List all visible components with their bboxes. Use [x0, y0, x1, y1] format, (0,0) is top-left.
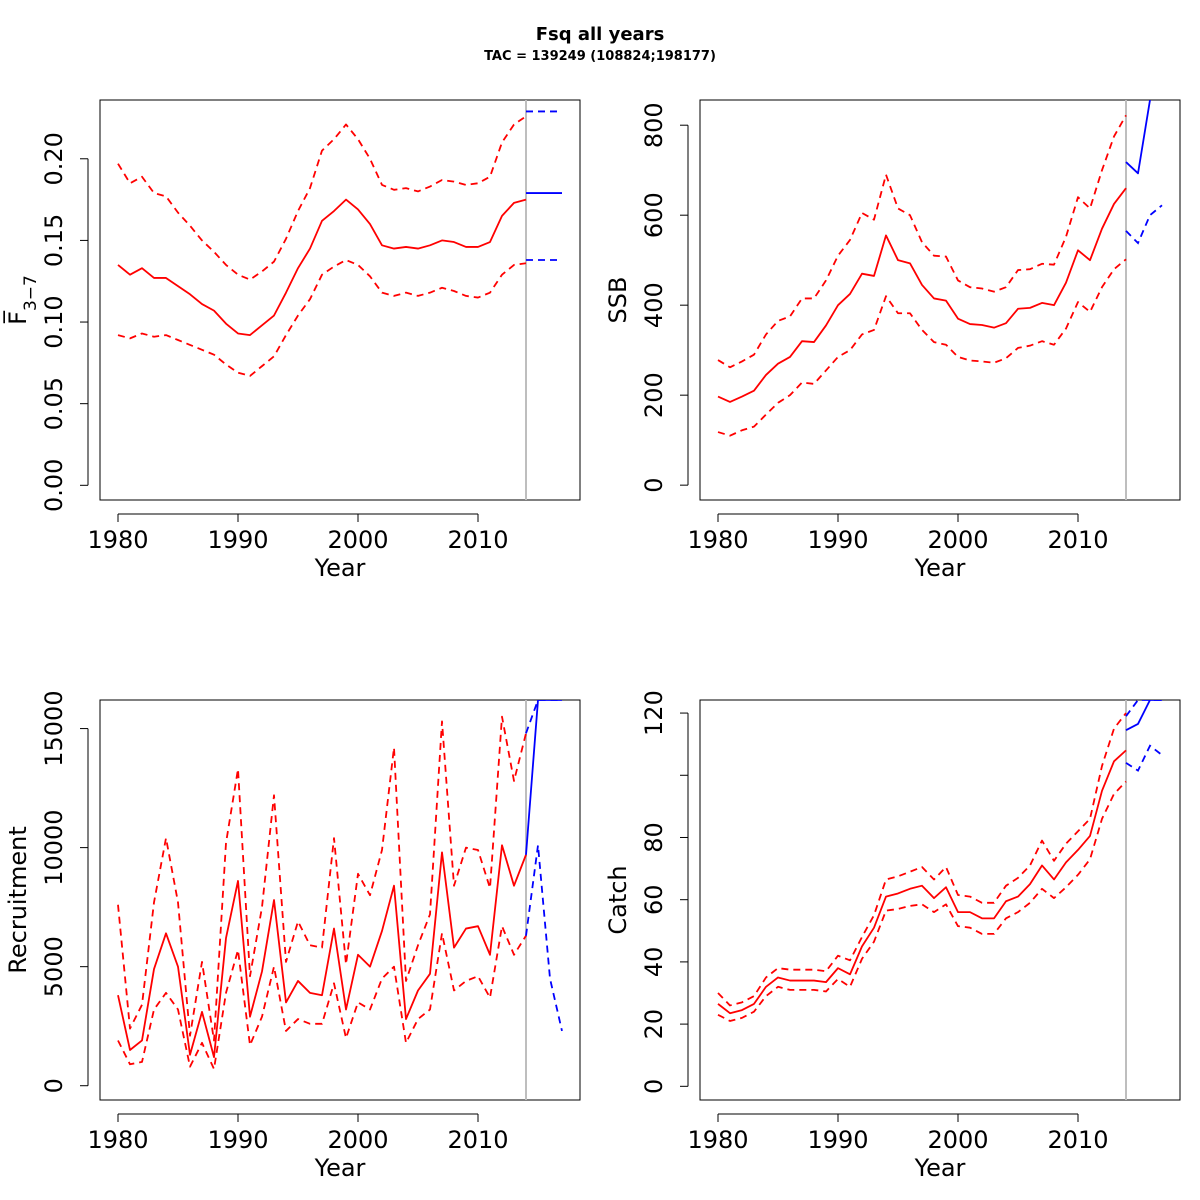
ssb-x-tick-label: 2000: [927, 526, 988, 554]
catch-x-axis-label: Year: [914, 1154, 966, 1182]
recruitment-series-group: [117, 700, 563, 1070]
ssb-y-tick-label: 800: [640, 102, 668, 148]
f-bar-estimate-lower-line: [117, 259, 527, 377]
recruitment-x-tick-label: 2000: [327, 1126, 388, 1154]
recruitment-forecast-lower-line: [525, 845, 563, 1032]
recruitment-estimate-lower-line: [117, 925, 527, 1070]
ssb-series-group: [717, 100, 1163, 437]
catch-y-tick-label: 0: [640, 1079, 668, 1094]
catch-y-tick-label: 20: [640, 1009, 668, 1040]
recruitment-x-axis-label: Year: [314, 1154, 366, 1182]
recruitment-estimate-line: [117, 844, 527, 1059]
recruitment-y-tick-label: 15000: [40, 690, 68, 766]
recruitment-y-tick-label: 5000: [40, 936, 68, 997]
ssb-y-tick-label: 200: [640, 372, 668, 418]
catch-x-tick-label: 2000: [927, 1126, 988, 1154]
catch-y-axis-label: Catch: [604, 865, 632, 934]
ssb-x-tick-label: 2010: [1047, 526, 1108, 554]
recruitment-x-tick-label: 1990: [207, 1126, 268, 1154]
recruitment-forecast-upper-line: [525, 700, 562, 734]
ssb-estimate-upper-line: [717, 114, 1127, 369]
catch-y-tick-label: 120: [640, 690, 668, 736]
catch-plot-frame: [699, 699, 1181, 1101]
catch-series-group: [717, 700, 1163, 1022]
ssb-x-axis-label: Year: [914, 554, 966, 582]
f-bar-y-tick-label: 0.15: [40, 214, 68, 267]
catch-forecast-median-line: [1125, 700, 1162, 731]
f-bar-plot-frame: [99, 99, 581, 501]
catch-forecast-lower-line: [1125, 744, 1163, 772]
figure-title: Fsq all years: [536, 24, 665, 45]
f-bar-y-tick-label: 0.00: [40, 459, 68, 512]
panel-ssb: 1980 1990 2000 2010 0 200 400 600 800 Year SSB: [604, 99, 1181, 582]
catch-estimate-lower-line: [717, 780, 1127, 1022]
recruitment-estimate-upper-line: [117, 715, 527, 1042]
ssb-x-tick-label: 1990: [807, 526, 868, 554]
recruitment-x-tick-label: 1980: [87, 1126, 148, 1154]
f-bar-x-tick-label: 1980: [87, 526, 148, 554]
f-bar-series-group: [117, 110, 562, 377]
f-bar-estimate-upper-line: [117, 115, 527, 281]
ssb-forecast-lower-line: [1125, 204, 1163, 245]
f-bar-y-axis-label-subscript: 3−7: [21, 275, 41, 311]
catch-x-tick-label: 1990: [807, 1126, 868, 1154]
catch-y-tick-label: 80: [640, 822, 668, 853]
recruitment-y-axis-label: Recruitment: [4, 826, 32, 973]
f-bar-x-tick-label: 1990: [207, 526, 268, 554]
panel-catch: 1980 1990 2000 2010 0 20 40 60 80 120 Year Catch: [604, 690, 1181, 1182]
f-bar-y-tick-label: 0.05: [40, 377, 68, 430]
panel-recruitment: 1980 1990 2000 2010 0 5000 10000 15000 Year Recru…: [4, 690, 581, 1182]
ssb-x-tick-label: 1980: [687, 526, 748, 554]
recruitment-y-tick-label: 0: [40, 1078, 68, 1093]
f-bar-x-tick-label: 2000: [327, 526, 388, 554]
recruitment-x-tick-label: 2010: [447, 1126, 508, 1154]
figure-subtitle: TAC = 139249 (108824;198177): [484, 49, 716, 64]
f-bar-x-axis-label: Year: [314, 554, 366, 582]
catch-y-tick-label: 40: [640, 947, 668, 978]
catch-estimate-line: [717, 749, 1127, 1015]
f-bar-y-axis-label: F̅3−7: [3, 275, 41, 325]
f-bar-y-tick-label: 0.10: [40, 295, 68, 348]
f-bar-x-tick-label: 2010: [447, 526, 508, 554]
catch-y-tick-label: 60: [640, 884, 668, 915]
ssb-y-tick-label: 400: [640, 282, 668, 328]
f-bar-y-tick-label: 0.20: [40, 132, 68, 185]
ssb-y-tick-label: 600: [640, 192, 668, 238]
ssb-y-tick-label: 0: [640, 478, 668, 493]
f-bar-estimate-line: [117, 198, 527, 337]
ssb-plot-frame: [699, 99, 1181, 501]
recruitment-y-tick-label: 10000: [40, 809, 68, 885]
catch-x-tick-label: 2010: [1047, 1126, 1108, 1154]
recruitment-plot-frame: [99, 699, 581, 1101]
ssb-estimate-line: [717, 187, 1127, 403]
ssb-y-axis-label: SSB: [604, 277, 632, 324]
panel-f-bar: 1980 1990 2000 2010 0.00 0.05 0.10 0.15 0.20 Year…: [3, 99, 581, 582]
recruitment-forecast-median-line: [525, 700, 562, 855]
catch-x-tick-label: 1980: [687, 1126, 748, 1154]
catch-estimate-upper-line: [717, 712, 1127, 1007]
ssb-forecast-median-line: [1125, 100, 1151, 175]
